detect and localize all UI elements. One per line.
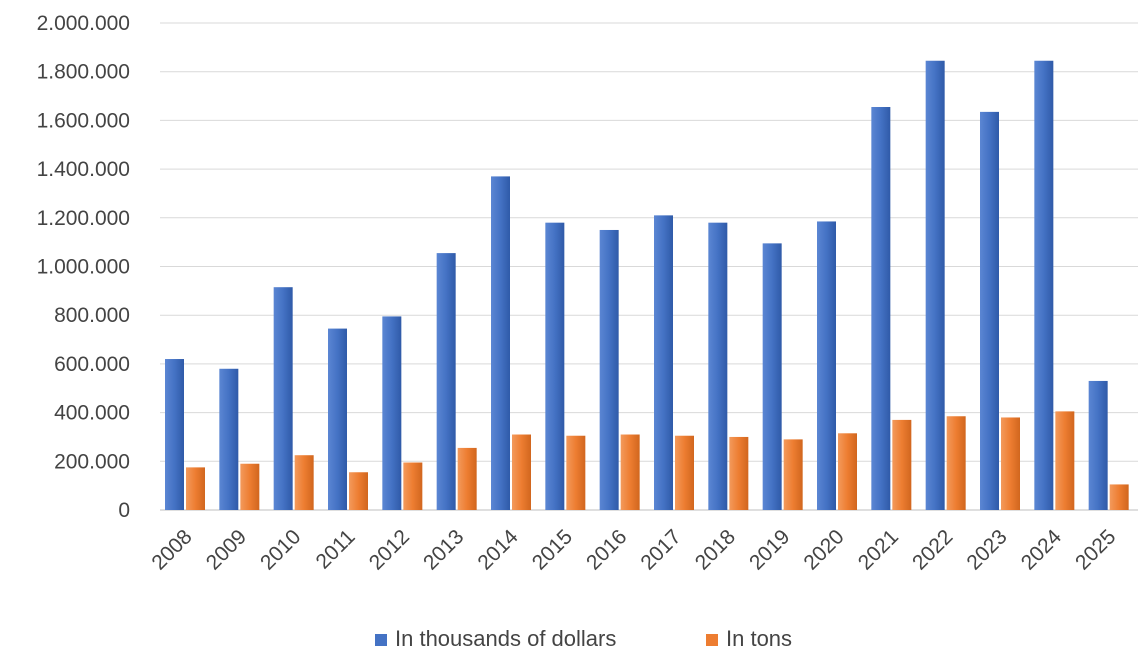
bar-dollars-2014 — [491, 176, 510, 510]
bar-dollars-2016 — [599, 229, 619, 510]
legend-swatch — [375, 634, 387, 646]
bar-dollars-2015 — [545, 222, 565, 511]
bar-dollars-2012 — [382, 316, 402, 510]
y-tick-label: 1.000.000 — [37, 256, 130, 279]
bar-dollars-2023 — [980, 111, 999, 510]
legend-label: In thousands of dollars — [395, 626, 616, 651]
bar-tons-2022 — [946, 416, 966, 510]
bar-tons-2013 — [457, 447, 477, 510]
bar-dollars-2010 — [273, 287, 293, 510]
bar-tons-2020 — [838, 433, 857, 510]
bar-dollars-2009 — [219, 368, 239, 510]
bar-dollars-2021 — [871, 107, 891, 510]
x-tick-label: 2020 — [799, 525, 848, 574]
bar-dollars-2020 — [817, 221, 836, 510]
bar-tons-2011 — [349, 472, 368, 510]
gridlines — [160, 22, 1138, 511]
bar-tons-2018 — [729, 436, 749, 510]
bar-tons-2016 — [620, 434, 640, 510]
x-tick-label: 2016 — [582, 525, 631, 574]
bar-tons-2010 — [294, 455, 314, 510]
bar-dollars-2008 — [165, 359, 184, 510]
bar-tons-2012 — [403, 462, 423, 510]
y-tick-label: 1.400.000 — [37, 158, 130, 181]
bar-dollars-2019 — [762, 243, 782, 510]
bar-tons-2025 — [1109, 484, 1129, 510]
x-tick-label: 2012 — [365, 525, 414, 574]
x-tick-label: 2022 — [908, 525, 957, 574]
bar-tons-2024 — [1055, 411, 1075, 510]
y-tick-label: 600.000 — [54, 353, 130, 376]
bar-dollars-2024 — [1034, 60, 1054, 511]
bar-tons-2015 — [566, 435, 586, 510]
x-tick-label: 2013 — [419, 525, 468, 574]
y-tick-label: 1.200.000 — [37, 207, 130, 230]
y-tick-label: 200.000 — [54, 450, 130, 473]
y-tick-label: 400.000 — [54, 402, 130, 425]
bars — [165, 60, 1129, 511]
bar-dollars-2011 — [328, 328, 347, 510]
bar-dollars-2018 — [708, 222, 728, 511]
x-tick-label: 2009 — [202, 525, 251, 574]
x-tick-label: 2021 — [854, 525, 903, 574]
bar-tons-2017 — [675, 435, 694, 510]
x-tick-label: 2019 — [745, 525, 794, 574]
bar-tons-2009 — [240, 463, 260, 510]
x-tick-label: 2008 — [147, 525, 196, 574]
bar-dollars-2013 — [436, 253, 456, 511]
bar-dollars-2022 — [925, 60, 945, 511]
legend-swatch — [706, 634, 718, 646]
x-tick-label: 2024 — [1017, 525, 1067, 575]
y-tick-label: 2.000.000 — [37, 12, 130, 35]
bar-tons-2023 — [1001, 417, 1020, 510]
legend: In thousands of dollars In tons — [375, 626, 792, 651]
x-tick-label: 2017 — [636, 525, 685, 574]
x-tick-label: 2010 — [256, 525, 305, 574]
y-tick-label: 0 — [118, 499, 130, 522]
y-tick-label: 1.800.000 — [37, 61, 130, 84]
x-tick-label: 2015 — [528, 525, 577, 574]
legend-label: In tons — [726, 626, 792, 651]
bar-tons-2019 — [783, 439, 803, 510]
y-axis-ticks: 0 200.000 400.000 600.000 800.000 1.000.000 1.… — [37, 12, 130, 522]
y-tick-label: 800.000 — [54, 304, 130, 327]
x-tick-label: 2023 — [962, 525, 1011, 574]
y-tick-label: 1.600.000 — [37, 109, 130, 132]
x-tick-label: 2025 — [1071, 525, 1120, 574]
bar-tons-2021 — [892, 419, 912, 510]
x-tick-label: 2018 — [691, 525, 740, 574]
x-tick-label: 2014 — [473, 525, 523, 575]
x-tick-label: 2011 — [311, 525, 359, 573]
x-axis-ticks: 2008 2009 2010 2011 2012 2013 2014 2015 2016 2017… — [147, 525, 1120, 575]
bar-tons-2008 — [186, 467, 205, 510]
bar-dollars-2025 — [1088, 380, 1108, 510]
bar-tons-2014 — [512, 434, 531, 510]
bar-dollars-2017 — [654, 215, 673, 511]
